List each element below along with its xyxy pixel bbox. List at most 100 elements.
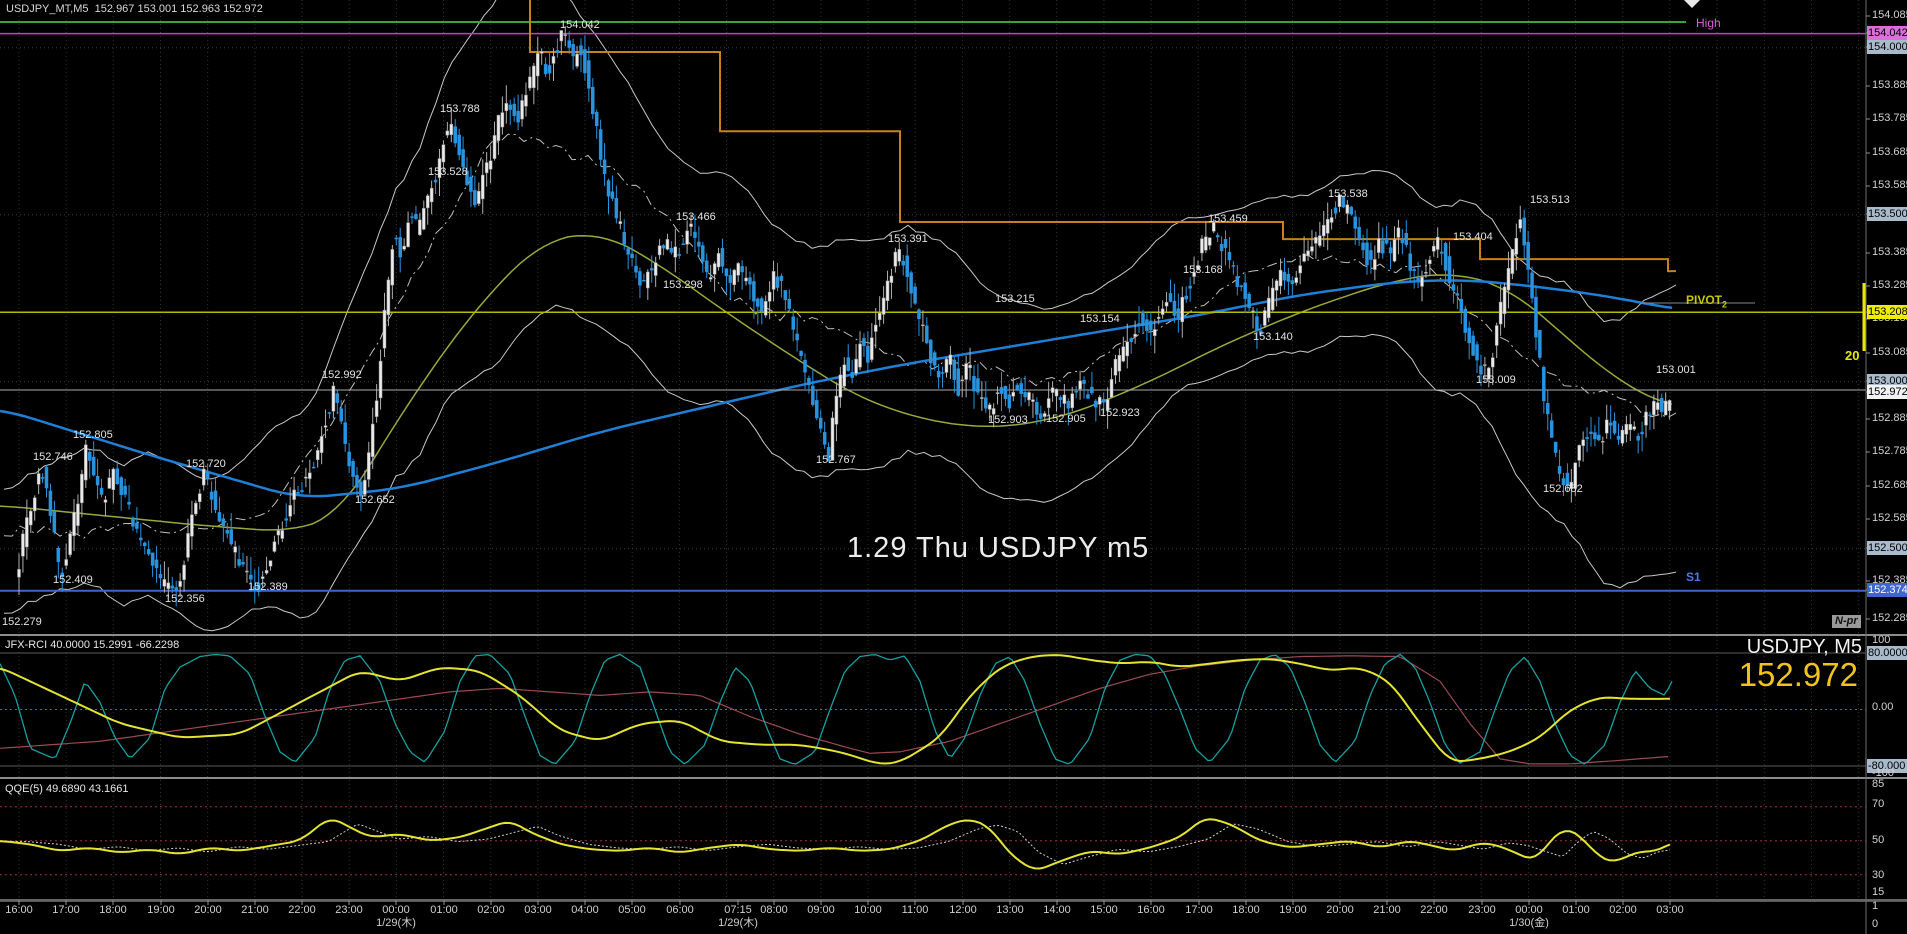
price-axis-label: 152.785 [1872,445,1907,457]
swing-price-label: 153.528 [428,166,468,178]
price-axis-label: 152.972 [1867,385,1907,399]
time-axis-label: 14:00 [1043,904,1071,916]
price-axis-label: 153.085 [1872,346,1907,358]
time-axis-label: 19:00 [1279,904,1307,916]
time-axis-label: 15:00 [1090,904,1118,916]
time-axis-label: 02:00 [1609,904,1637,916]
sub2-indicator-title: QQE(5) 49.6890 43.1661 [5,783,129,795]
swing-price-label: 152.409 [53,574,93,586]
pivot-line-label: PIVOT2 [1686,293,1728,310]
sub2-pane[interactable] [0,818,1671,870]
time-axis-label: 02:00 [477,904,505,916]
price-axis-label: 153.208 [1867,305,1907,319]
time-axis-label: 22:00 [1420,904,1448,916]
time-axis-label: 19:00 [147,904,175,916]
time-axis-label: 00:00 [382,904,410,916]
corner-button[interactable]: N-pr [1832,615,1861,628]
time-axis-label: 20:00 [194,904,222,916]
time-axis-label: 01:00 [430,904,458,916]
price-axis-label: 154.085 [1872,9,1907,21]
swing-price-label: 153.298 [663,279,703,291]
main-pane[interactable] [0,0,1866,632]
time-axis-label: 21:00 [241,904,269,916]
price-axis-label: 152.685 [1872,479,1907,491]
time-axis-label: 05:00 [618,904,646,916]
arrow-marker [1684,0,1700,8]
price-axis-label: 154.042 [1867,26,1907,40]
time-axis-label: 03:00 [524,904,552,916]
swing-price-label: 152.767 [816,454,856,466]
price-axis-label: 152.285 [1872,612,1907,624]
s1-line-label: S1 [1686,570,1701,584]
swing-price-label: 153.001 [1656,364,1696,376]
pivot-sub: 2 [1722,299,1728,310]
price-axis-label: 152.500 [1867,541,1907,555]
orange-step-line [529,0,1676,273]
swing-price-label: 153.459 [1208,213,1248,225]
time-axis-label: 16:00 [1137,904,1165,916]
countdown-label: 20 [1845,348,1860,363]
price-axis-label: -100 [1872,767,1895,779]
time-axis-label: 10:00 [854,904,882,916]
sub1-symbol-watermark: USDJPY, M5 [1746,636,1862,658]
sub1-indicator-title: JFX-RCI 40.0000 15.2991 -66.2298 [5,639,180,651]
time-axis-label: 03:00 [1656,904,1684,916]
price-axis-label: 80.0000 [1867,646,1907,660]
time-axis-label: 18:00 [99,904,127,916]
price-axis-label: 100 [1872,634,1891,646]
time-axis-label: 12:00 [949,904,977,916]
date-label: 1/30(金) [1509,917,1549,929]
swing-price-label: 153.009 [1476,374,1516,386]
session-annotation: 1.29 Thu USDJPY m5 [847,532,1150,564]
swing-price-label: 154.042 [560,19,600,31]
time-axis-label: 00:00 [1515,904,1543,916]
price-axis-label: 0.00 [1872,701,1894,713]
price-axis-label: 70 [1872,798,1885,810]
time-axis-label: 06:00 [666,904,694,916]
swing-price-label: 152.652 [355,494,395,506]
time-axis-label: 04:00 [571,904,599,916]
time-axis-label: 01:00 [1562,904,1590,916]
swing-price-label: 153.140 [1253,331,1293,343]
swing-price-label: 152.746 [33,451,73,463]
price-axis-label: 152.885 [1872,412,1907,424]
time-axis-label: 11:00 [901,904,929,916]
price-axis-label: 152.585 [1872,512,1907,524]
swing-price-label: 152.720 [186,458,226,470]
swing-price-label: 152.389 [248,581,288,593]
swing-price-label: 152.903 [988,414,1028,426]
price-axis-label: 0 [1872,918,1879,930]
grid [0,0,1866,900]
swing-price-label: 153.466 [676,211,716,223]
price-axis-label: 85 [1872,778,1885,790]
time-axis-label: 17:00 [52,904,80,916]
swing-price-label: 152.923 [1100,407,1140,419]
price-axis-label: 1 [1872,900,1879,912]
price-axis-label: 30 [1872,869,1885,881]
time-axis-label: 23:00 [1468,904,1496,916]
swing-price-label: 152.905 [1046,413,1086,425]
price-axis-label: -80.000 [1867,759,1907,773]
swing-price-label: 153.391 [888,233,928,245]
symbol-timeframe: USDJPY_MT,M5 [6,3,89,15]
price-axis-label: 153.000 [1867,374,1907,388]
time-axis-label: 18:00 [1232,904,1260,916]
time-axis-label: 13:00 [996,904,1024,916]
swing-price-label: 152.279 [2,616,42,628]
high-line-label: High [1696,16,1721,30]
price-axis-label: 153.285 [1872,279,1907,291]
candlesticks [17,26,1672,607]
time-axis-label: 16:00 [5,904,33,916]
time-axis-label: 21:00 [1373,904,1401,916]
price-axis-label: 153.500 [1867,207,1907,221]
date-label: 1/29(木) [718,917,758,929]
price-axis-label: 153.785 [1872,112,1907,124]
price-axis-label: 153.385 [1872,246,1907,258]
swing-price-label: 152.682 [1543,483,1583,495]
price-axis-label: 153.585 [1872,179,1907,191]
swing-price-label: 152.992 [322,369,362,381]
sub1-pane[interactable] [0,653,1673,765]
